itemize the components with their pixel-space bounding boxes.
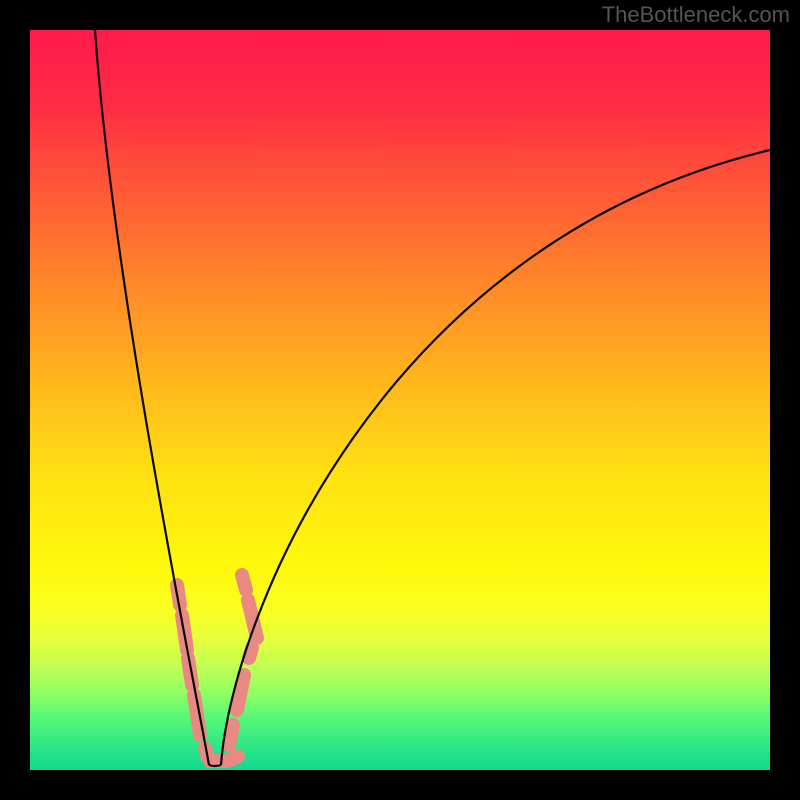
watermark-text: TheBottleneck.com [602,2,790,28]
dash-marker [237,675,244,710]
dash-marker [242,575,246,590]
curve-valley-floor [209,765,221,766]
curve-right-branch [221,150,770,765]
dash-marker [249,648,252,658]
bottleneck-curve-svg [30,30,770,770]
dash-marker [229,725,233,745]
dash-marker [230,756,238,760]
chart-area [30,30,770,770]
dash-marker-group [177,575,257,761]
